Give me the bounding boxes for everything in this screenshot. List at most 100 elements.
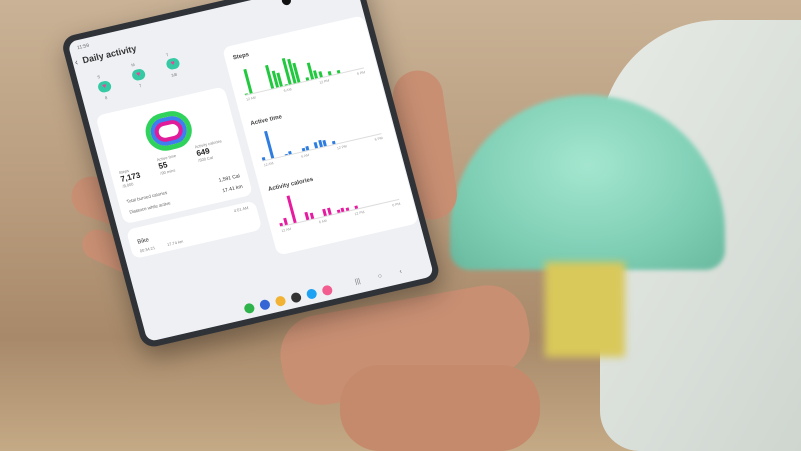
bar [322,140,327,147]
bar [332,213,336,215]
bar [253,92,257,93]
bar [313,142,319,149]
workout-duration: 00:34:21 [139,245,156,254]
recents-icon[interactable]: ||| [354,277,362,286]
day-value: 8 [104,94,108,101]
bar [266,89,270,90]
bar [350,209,354,211]
bar [358,137,362,139]
bar [372,204,376,206]
tick: 12 AM [245,95,257,102]
bar [326,207,332,216]
bar [336,209,341,214]
bar [244,92,248,95]
tick: 6 PM [374,136,384,142]
bar [266,158,270,160]
tick: 6 AM [300,153,310,159]
bar [293,152,297,154]
bar [353,205,358,210]
bar [345,70,349,72]
bar [304,211,310,221]
bar [315,217,319,219]
bar [341,71,345,73]
bar [312,69,318,79]
bar [319,216,323,218]
day-value: 3/8 [170,71,178,78]
app-icon[interactable] [305,287,318,300]
lamp-base [545,262,625,357]
bar [262,90,266,91]
app-icon[interactable] [321,284,334,297]
bar [345,140,349,142]
bar [301,81,305,82]
bar [305,145,310,151]
bar [242,68,253,94]
bar [323,75,327,77]
steps-metric: Steps 7,173/8,000 [118,166,142,189]
bar [301,148,305,152]
bar [282,217,288,226]
bar [309,213,314,220]
bar [288,223,292,225]
bar [350,139,354,141]
activity-rings-heart-icon [141,107,197,155]
day-label: T [165,52,170,58]
tick: 12 PM [354,210,366,217]
app-icon[interactable] [243,302,256,315]
home-icon[interactable]: ○ [377,272,384,281]
bar [275,156,279,158]
bar [332,73,336,75]
bar [284,83,288,86]
bar [354,138,358,140]
bar [279,222,284,227]
bar [367,205,371,207]
bar [318,71,323,78]
bar [363,136,367,138]
bar [380,202,384,204]
bar [302,220,305,222]
steps-goal: /8,000 [121,181,134,189]
bar [286,195,297,224]
active-time-metric: Active time 55/90 mins [156,153,180,176]
app-icon[interactable] [258,298,272,311]
bar [336,70,340,74]
status-time: 11:59 [76,42,90,52]
total-burned-value: 1,591 Cal [218,173,241,184]
day-heart-icon[interactable]: ♥ [165,56,181,71]
day-heart-icon[interactable]: ♥ [96,79,113,94]
bar [261,157,266,161]
front-camera [280,0,292,6]
bar [328,144,332,146]
bar [310,148,314,150]
bar [359,207,362,209]
workout-distance: 17.74 km [166,238,184,248]
back-button[interactable]: ‹ [73,56,80,68]
bar [345,207,349,212]
bar [305,77,310,81]
bar [297,151,301,153]
bar [284,153,288,156]
bar [327,70,332,76]
day-label: M [130,61,136,68]
bar [363,206,367,208]
day-label: S [96,74,101,80]
app-icon[interactable] [274,295,287,308]
summary-card[interactable]: Steps 7,173/8,000 Active time 55/90 mins A… [95,86,254,225]
right-fingers [340,365,540,451]
day-value: 7 [138,83,142,89]
tick: 12 AM [280,226,292,234]
calories-metric: Activity calories 649/500 Cal [194,138,226,163]
tick: 12 AM [263,161,275,168]
bar [264,130,275,159]
workout-name: Bike [136,237,150,246]
bar [297,221,301,223]
day-heart-icon[interactable]: ♥ [130,67,147,82]
bar [288,151,292,155]
bar [331,141,336,145]
tick: 6 AM [318,218,328,225]
tick: 12 PM [336,144,348,151]
tick: 6 AM [283,87,293,93]
app-icon[interactable] [289,291,303,304]
bar [258,91,261,92]
bar [337,142,340,144]
